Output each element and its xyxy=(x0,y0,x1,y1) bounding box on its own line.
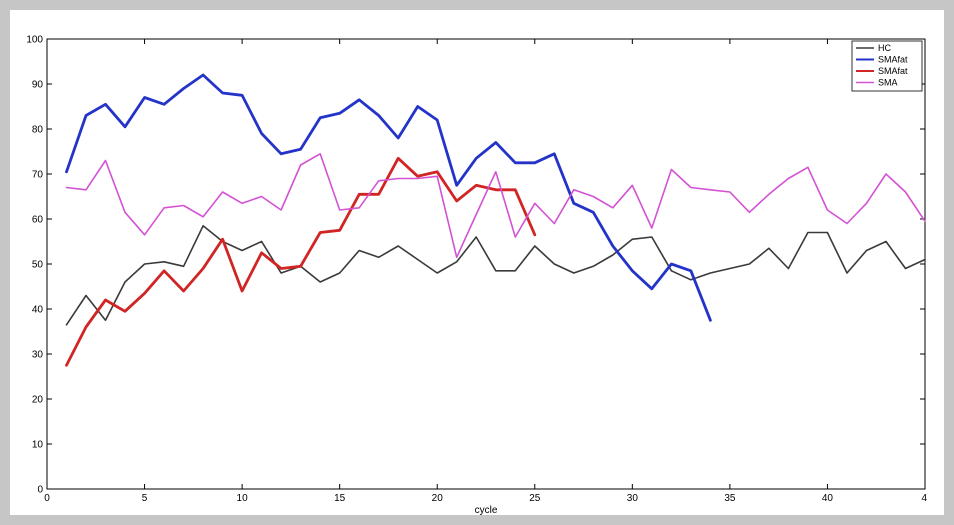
chart-frame: 0 5 10 15 20 25 30 35 40 4 0 10 20 30 40 50 60 70 80 90 100 c… xyxy=(10,10,944,515)
x-tick-label: 15 xyxy=(334,493,346,504)
legend-label: HC xyxy=(878,43,891,53)
x-tick-label: 25 xyxy=(529,493,541,504)
x-tick-label: 4 xyxy=(921,493,927,504)
x-tick-label: 20 xyxy=(432,493,444,504)
y-tick-label: 30 xyxy=(32,350,44,361)
y-tick-label: 80 xyxy=(32,125,44,136)
legend-label: SMA xyxy=(878,78,898,88)
y-tick-label: 20 xyxy=(32,395,44,406)
x-tick-label: 35 xyxy=(724,493,736,504)
y-tick-label: 90 xyxy=(32,80,44,91)
x-axis-title: cycle xyxy=(475,505,498,515)
x-tick-label: 10 xyxy=(237,493,249,504)
x-tick-label: 5 xyxy=(142,493,148,504)
line-chart: 0 5 10 15 20 25 30 35 40 40102030405060708090100c… xyxy=(26,35,927,516)
legend-label: SMAfat xyxy=(878,66,908,76)
y-tick-label: 70 xyxy=(32,170,44,181)
series-line-2 xyxy=(65,156,537,367)
y-tick-label: 10 xyxy=(32,440,44,451)
y-tick-label: 0 xyxy=(37,485,43,496)
legend-label: SMAfat xyxy=(878,55,908,65)
y-tick-label: 100 xyxy=(26,35,43,46)
series-line-3 xyxy=(65,153,926,259)
y-tick-label: 40 xyxy=(32,305,44,316)
x-tick-label: 30 xyxy=(627,493,639,504)
y-tick-label: 50 xyxy=(32,260,44,271)
series-line-1 xyxy=(65,73,712,322)
y-tick-label: 60 xyxy=(32,215,44,226)
plot-area xyxy=(46,38,926,490)
x-tick-label: 40 xyxy=(822,493,834,504)
x-tick-label: 0 xyxy=(44,493,50,504)
series-line-0 xyxy=(65,225,926,326)
